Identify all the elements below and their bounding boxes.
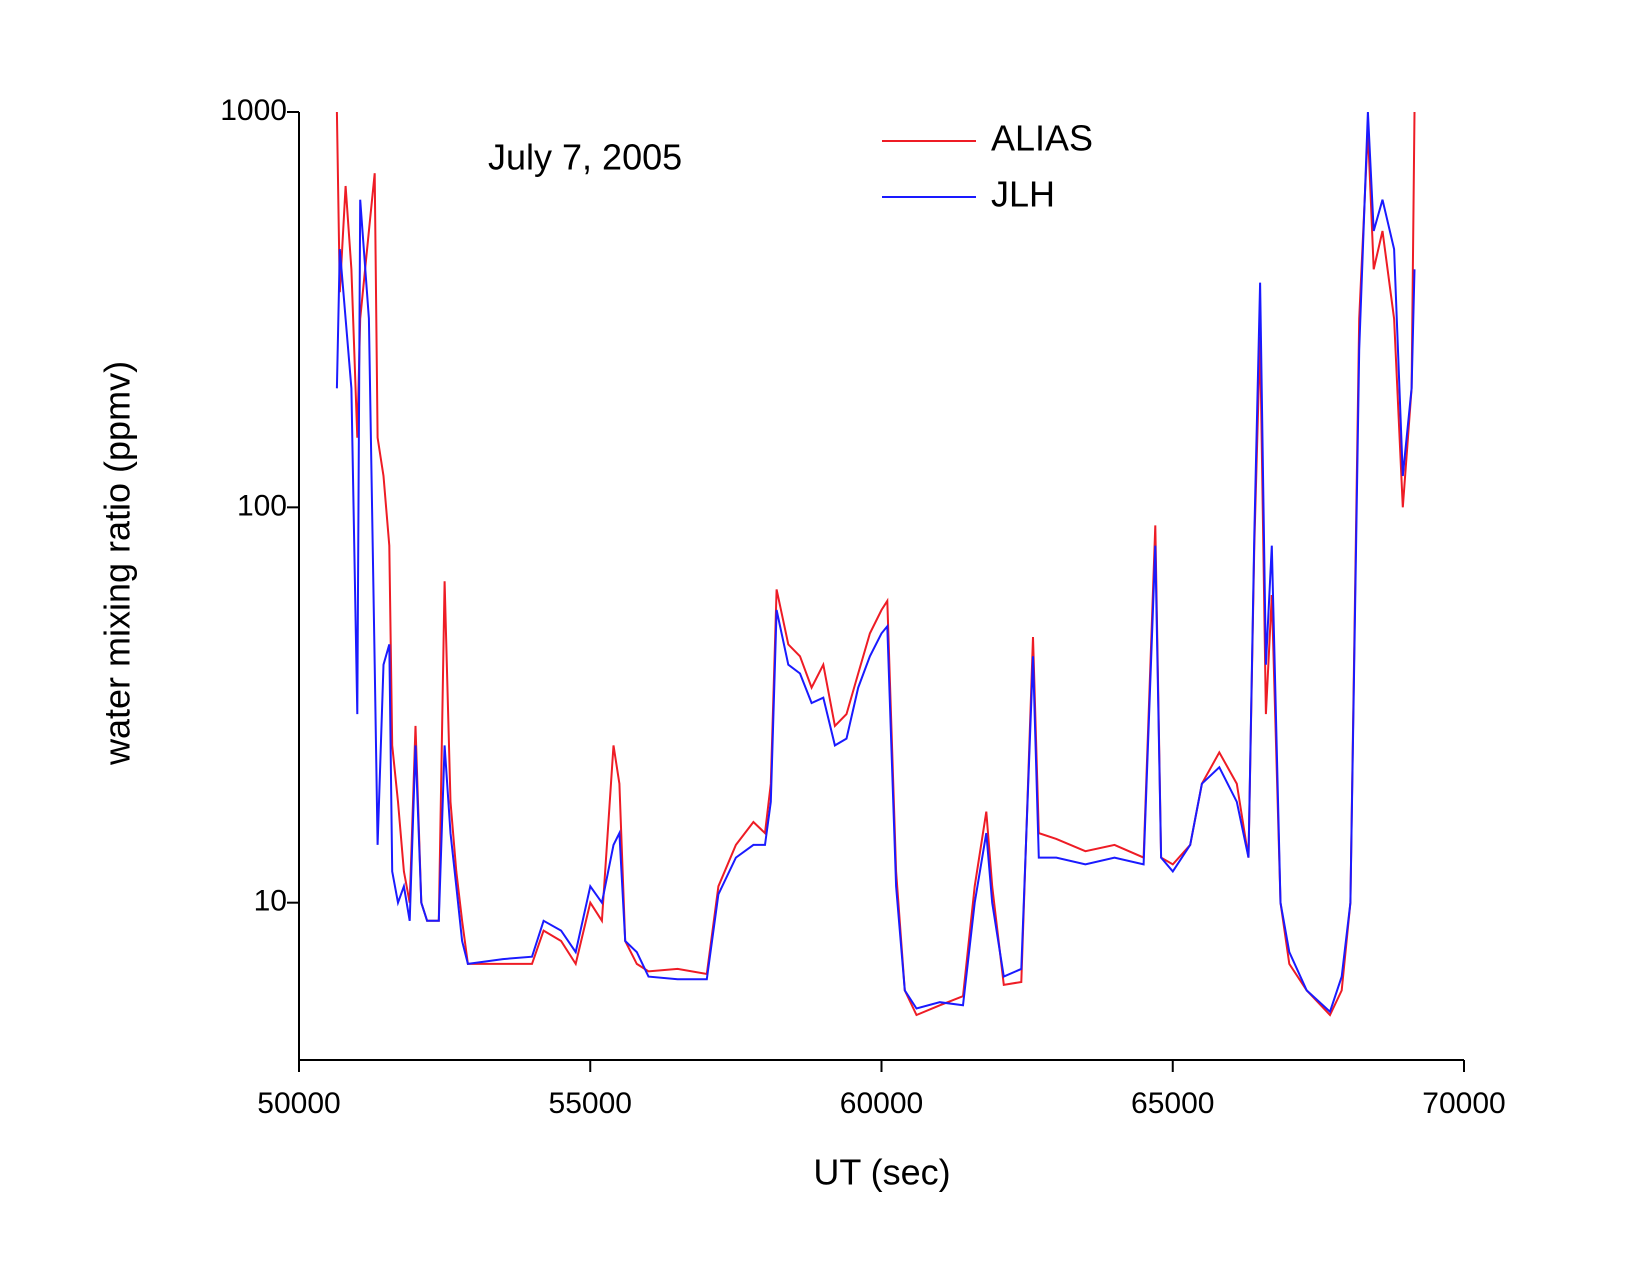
series-line (335, 111, 1416, 1014)
legend-label: JLH (991, 174, 1055, 215)
annotation: July 7, 2005 (488, 137, 682, 178)
x-tick-label: 50000 (257, 1087, 340, 1120)
legend-label: ALIAS (991, 118, 1093, 159)
y-tick-label: 100 (237, 489, 287, 522)
x-tick-label: 55000 (549, 1087, 632, 1120)
y-tick-label: 1000 (220, 94, 287, 127)
x-tick-label: 65000 (1131, 1087, 1214, 1120)
x-tick-label: 60000 (840, 1087, 923, 1120)
y-axis-label: water mixing ratio (ppmv) (97, 361, 138, 766)
x-tick-label: 70000 (1422, 1087, 1505, 1120)
y-tick-label: 10 (254, 885, 287, 918)
x-axis-label: UT (sec) (813, 1152, 950, 1193)
